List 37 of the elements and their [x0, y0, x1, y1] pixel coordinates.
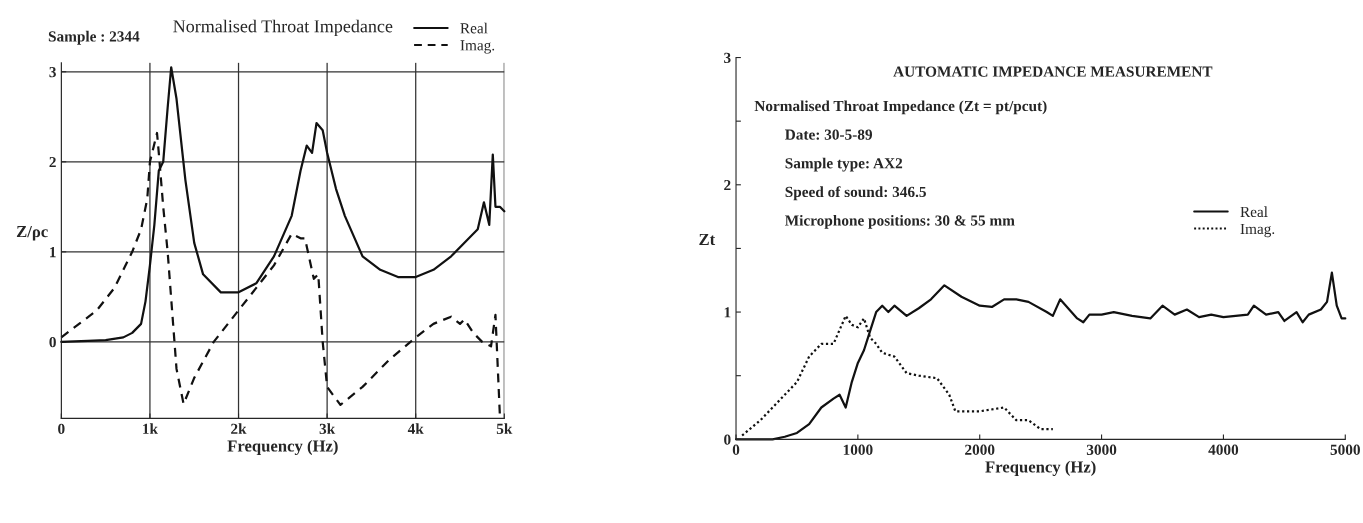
y-tick-label: 3	[724, 52, 731, 63]
x-axis-title: Frequency (Hz)	[985, 460, 1096, 476]
x-tick-label: 0	[58, 423, 65, 435]
x-tick-label: 5000	[1330, 444, 1360, 455]
chart-title: AUTOMATIC IMPEDANCE MEASUREMENT	[893, 66, 1213, 77]
x-axis-title: Frequency (Hz)	[227, 439, 338, 456]
x-tick-label: 1k	[143, 423, 158, 434]
y-axis-title: Zt	[699, 233, 716, 246]
legend-label: Real	[1240, 206, 1268, 218]
y-tick-label: 0	[49, 337, 56, 348]
x-tick-label: 3000	[1086, 444, 1117, 455]
x-tick-label: 2k	[231, 423, 247, 434]
annotation: Microphone positions: 30 & 55 mm	[785, 214, 1015, 229]
legend-label: Imag.	[1240, 223, 1275, 238]
annotation: Speed of sound: 346.5	[785, 186, 926, 201]
x-tick-label: 4k	[407, 423, 424, 434]
x-tick-label: 3k	[319, 423, 336, 435]
y-tick-label: 2	[49, 156, 56, 168]
y-tick-label: 1	[50, 247, 56, 258]
legend-label: Real	[460, 22, 488, 34]
x-tick-label: 2000	[965, 444, 995, 455]
chart-title: Normalised Throat Impedance	[173, 19, 393, 37]
x-tick-label: 4000	[1208, 444, 1239, 455]
annotation: Date: 30-5-89	[785, 129, 873, 140]
y-tick-label: 0	[724, 434, 731, 445]
y-tick-label: 1	[724, 307, 731, 318]
text: Normalised Throat Impedance (Zt = pt/pcut)	[754, 100, 1047, 115]
legend-label: Imag.	[460, 40, 495, 54]
x-tick-label: 0	[732, 444, 740, 455]
annotation: Sample type: AX2	[785, 157, 903, 172]
x-tick-label: 1000	[843, 444, 873, 455]
line-series	[741, 314, 1054, 437]
y-axis-title: Z/ρc	[16, 226, 48, 241]
y-tick-label: 3	[49, 66, 56, 78]
x-tick-label: 5k	[496, 423, 513, 435]
y-tick-label: 2	[724, 179, 731, 191]
text: Sample : 2344	[48, 30, 140, 45]
